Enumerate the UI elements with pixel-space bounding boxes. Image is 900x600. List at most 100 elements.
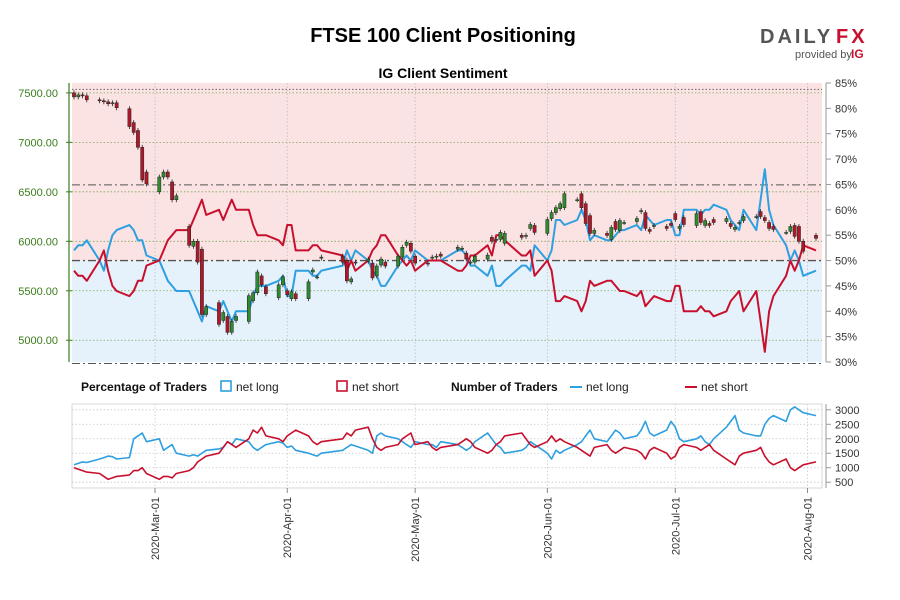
candle-body xyxy=(758,211,763,217)
dailyfx-logo: DAILY FX provided by IG xyxy=(760,26,868,61)
candle-body xyxy=(762,217,767,221)
candle-body xyxy=(592,230,597,234)
candle-body xyxy=(460,247,464,250)
candle-body xyxy=(127,108,132,127)
x-axis: 2020-Mar-01 2020-Apr-01 2020-May-01 2020-Ju… xyxy=(150,488,815,562)
candle-body xyxy=(490,237,494,242)
candle-body xyxy=(221,312,226,321)
x-tick-label: 2020-Aug-01 xyxy=(803,497,815,561)
candle-body xyxy=(161,171,166,178)
candle-body xyxy=(643,212,648,229)
candle-body xyxy=(102,100,106,103)
candle-body xyxy=(434,255,439,258)
lower-tick-label: 500 xyxy=(835,477,853,489)
candle-body xyxy=(455,246,460,250)
candle-body xyxy=(259,275,264,286)
candle-body xyxy=(430,256,435,259)
candle-body xyxy=(754,216,759,218)
candle-body xyxy=(681,217,686,225)
candle-body xyxy=(609,227,614,240)
candle-body xyxy=(639,210,644,212)
brand-name-b: FX xyxy=(836,26,868,48)
candle-body xyxy=(468,261,473,264)
candle-body xyxy=(191,241,196,247)
candle-body xyxy=(400,246,405,258)
candle-body xyxy=(319,256,324,259)
candle-body xyxy=(204,306,209,315)
candle-body xyxy=(549,212,554,219)
x-tick-label: 2020-Mar-01 xyxy=(150,497,162,560)
candle-body xyxy=(528,224,533,229)
pct-tick-label: 80% xyxy=(835,103,857,115)
candle-body xyxy=(711,219,716,223)
candle-body xyxy=(345,259,349,282)
candle-body xyxy=(370,262,375,279)
pct-tick-label: 70% xyxy=(835,154,857,166)
candle-body xyxy=(106,101,110,105)
candle-body xyxy=(285,290,290,295)
candle-body xyxy=(396,255,400,267)
candle-body xyxy=(264,286,268,294)
candle-body xyxy=(784,232,788,234)
candle-body xyxy=(170,181,174,200)
candle-body xyxy=(340,255,345,263)
candle-body xyxy=(814,235,818,239)
candle-body xyxy=(310,269,315,273)
candle-body xyxy=(306,281,311,299)
candle-body xyxy=(635,218,639,222)
candle-body xyxy=(174,195,179,200)
candle-body xyxy=(605,233,609,236)
candle-body xyxy=(225,316,230,333)
legend-num-heading: Number of Traders xyxy=(451,380,558,394)
pct-tick-label: 85% xyxy=(835,78,857,90)
provided-by-text: provided by xyxy=(795,49,852,61)
price-tick-label: 5500.00 xyxy=(18,286,58,298)
candle-body xyxy=(613,221,618,230)
legend-pct-short-label: net short xyxy=(352,380,399,394)
candle-body xyxy=(234,316,238,321)
pct-tick-label: 55% xyxy=(835,230,857,242)
candle-body xyxy=(792,225,797,237)
candle-body xyxy=(502,233,507,244)
ig-logo-text: IG xyxy=(851,47,864,61)
candle-body xyxy=(622,222,626,224)
candle-body xyxy=(583,203,588,224)
main-panel: 5000.00 5500.00 6000.00 6500.00 7000.00 7500.… xyxy=(18,78,857,369)
candle-body xyxy=(131,122,136,133)
pct-tick-label: 75% xyxy=(835,129,857,141)
candle-body xyxy=(554,207,558,213)
candle-body xyxy=(97,99,102,102)
candle-body xyxy=(246,295,251,322)
pct-tick-label: 65% xyxy=(835,179,857,191)
price-tick-label: 7500.00 xyxy=(18,88,58,100)
x-tick-label: 2020-Jun-01 xyxy=(542,497,554,559)
candle-body xyxy=(707,223,712,226)
legend: Percentage of Traders net long net short Nu… xyxy=(81,380,748,394)
legend-num-short-label: net short xyxy=(701,380,748,394)
candle-body xyxy=(110,102,115,105)
candle-body xyxy=(524,235,528,237)
candle-body xyxy=(771,226,776,230)
pct-tick-label: 60% xyxy=(835,205,857,217)
legend-pct-long-label: net long xyxy=(236,380,279,394)
candle-body xyxy=(545,219,550,234)
legend-num-long-label: net long xyxy=(586,380,629,394)
candle-body xyxy=(699,211,703,223)
lower-tick-label: 1000 xyxy=(835,463,859,475)
candle-body xyxy=(366,258,371,262)
legend-pct-heading: Percentage of Traders xyxy=(81,380,207,394)
candle-body xyxy=(217,302,221,325)
candle-body xyxy=(76,94,81,98)
lower-tick-label: 3000 xyxy=(835,405,859,417)
candle-body xyxy=(187,226,191,246)
candle-body xyxy=(485,254,490,260)
price-tick-label: 6500.00 xyxy=(18,187,58,199)
pct-tick-label: 50% xyxy=(835,256,857,268)
candle-body xyxy=(652,225,656,227)
lower-panel: 500 1000 1500 2000 2500 3000 xyxy=(71,403,859,489)
chart-subtitle: IG Client Sentiment xyxy=(378,65,507,81)
candle-body xyxy=(413,255,417,264)
candle-body xyxy=(293,293,298,299)
pct-tick-label: 30% xyxy=(835,357,857,369)
